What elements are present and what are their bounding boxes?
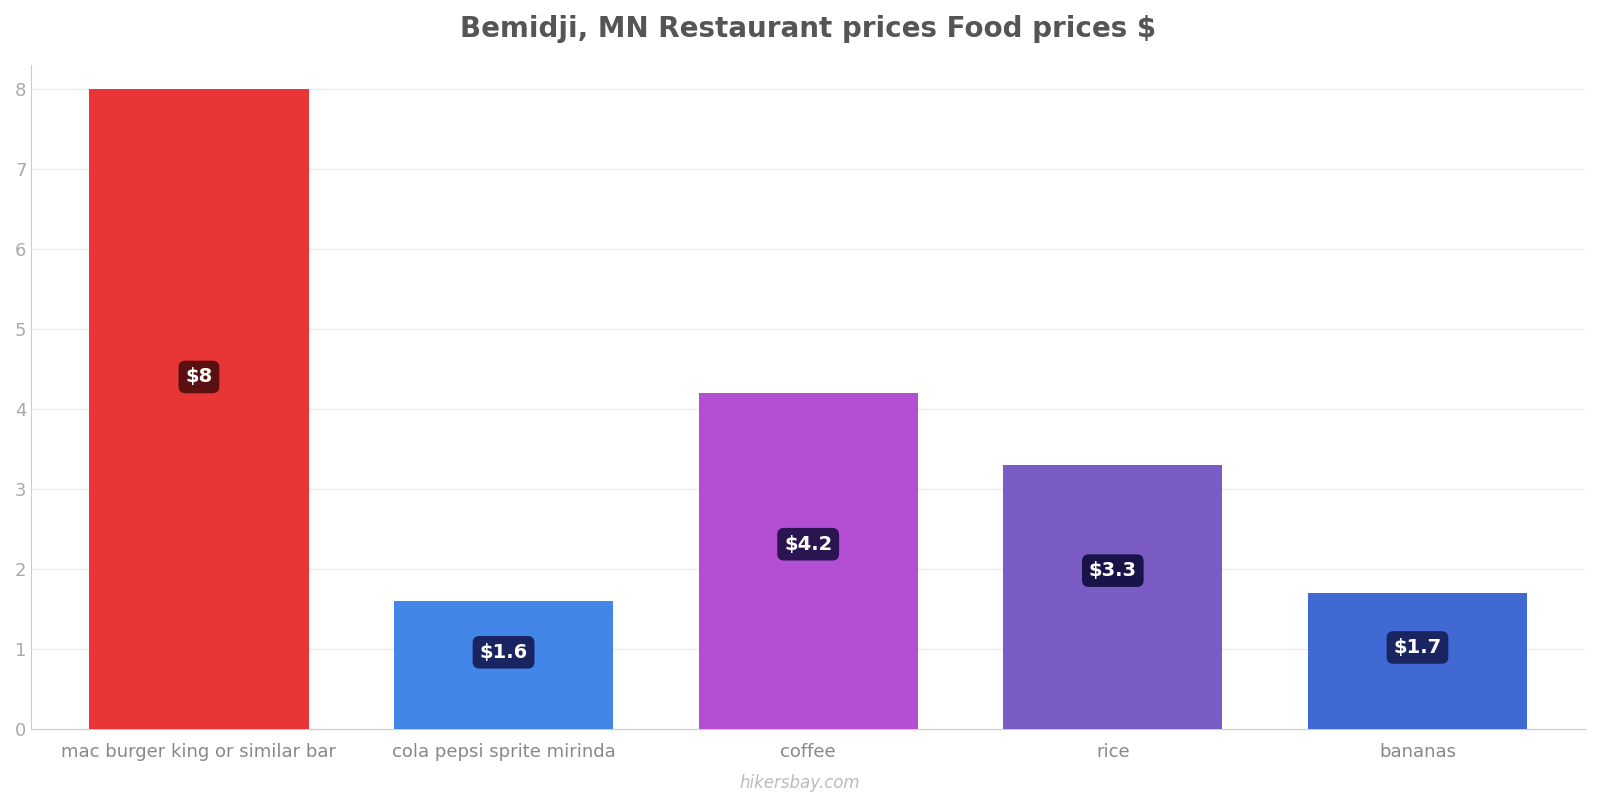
Bar <box>1003 465 1222 729</box>
Bar <box>394 601 613 729</box>
Bar <box>1307 593 1526 729</box>
Text: $1.6: $1.6 <box>480 642 528 662</box>
Text: $8: $8 <box>186 367 213 386</box>
Text: $3.3: $3.3 <box>1090 561 1138 580</box>
Text: $1.7: $1.7 <box>1394 638 1442 657</box>
Title: Bemidji, MN Restaurant prices Food prices $: Bemidji, MN Restaurant prices Food price… <box>461 15 1157 43</box>
Bar <box>90 89 309 729</box>
Bar <box>699 393 918 729</box>
Text: $4.2: $4.2 <box>784 534 832 554</box>
Text: hikersbay.com: hikersbay.com <box>739 774 861 792</box>
